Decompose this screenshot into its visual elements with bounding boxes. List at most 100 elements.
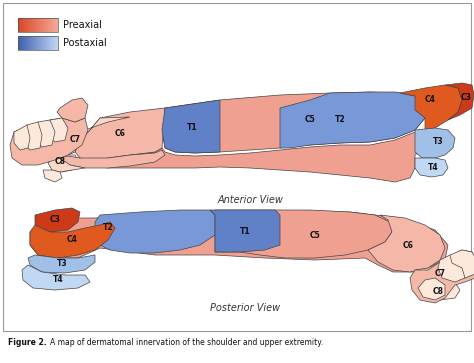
Bar — [36, 18, 37, 32]
Bar — [52, 36, 53, 50]
Bar — [29, 18, 30, 32]
Bar — [54, 36, 55, 50]
Text: C4: C4 — [66, 236, 77, 245]
Bar — [43, 36, 44, 50]
Polygon shape — [46, 118, 68, 142]
Bar — [35, 36, 36, 50]
Polygon shape — [162, 100, 220, 153]
Text: C8: C8 — [55, 158, 65, 167]
FancyBboxPatch shape — [3, 3, 471, 331]
Bar — [36, 36, 37, 50]
Polygon shape — [410, 250, 474, 303]
Bar — [44, 18, 45, 32]
Polygon shape — [210, 210, 280, 252]
Text: C3: C3 — [50, 216, 61, 224]
Bar — [48, 36, 49, 50]
Polygon shape — [280, 92, 425, 148]
Text: C8: C8 — [432, 287, 444, 297]
Text: T4: T4 — [428, 163, 438, 172]
Text: T4: T4 — [53, 276, 64, 285]
Text: T1: T1 — [187, 123, 197, 132]
Text: Preaxial: Preaxial — [63, 20, 102, 30]
Bar — [48, 18, 49, 32]
Bar — [32, 36, 33, 50]
Text: T3: T3 — [433, 138, 443, 147]
Bar — [24, 36, 25, 50]
Text: T2: T2 — [103, 224, 113, 232]
Bar — [41, 36, 42, 50]
Bar — [45, 36, 46, 50]
Bar — [26, 18, 27, 32]
Text: C5: C5 — [310, 231, 320, 240]
Bar — [29, 36, 30, 50]
Polygon shape — [95, 210, 215, 253]
Bar — [39, 36, 40, 50]
Bar — [22, 36, 23, 50]
Bar — [34, 18, 35, 32]
Polygon shape — [57, 98, 88, 122]
Polygon shape — [415, 258, 462, 285]
Bar — [55, 18, 56, 32]
Bar — [55, 36, 56, 50]
Bar — [20, 18, 21, 32]
Bar — [18, 36, 19, 50]
Bar — [22, 18, 23, 32]
Polygon shape — [48, 158, 85, 172]
Bar — [51, 18, 52, 32]
Polygon shape — [215, 210, 392, 258]
Polygon shape — [65, 130, 435, 182]
Bar — [25, 36, 26, 50]
Bar — [46, 18, 47, 32]
Bar — [23, 18, 24, 32]
Bar — [39, 18, 40, 32]
Text: C3: C3 — [461, 94, 472, 102]
Bar — [45, 18, 46, 32]
Polygon shape — [22, 122, 42, 150]
Bar — [38, 18, 39, 32]
Bar — [37, 36, 38, 50]
Polygon shape — [22, 265, 90, 290]
Bar — [40, 36, 41, 50]
Polygon shape — [33, 120, 55, 147]
Bar — [54, 18, 55, 32]
Polygon shape — [50, 152, 78, 172]
Text: C6: C6 — [402, 241, 413, 249]
Bar — [43, 18, 44, 32]
Bar — [51, 36, 52, 50]
Text: C5: C5 — [305, 115, 315, 125]
Polygon shape — [415, 128, 455, 158]
Polygon shape — [30, 212, 448, 280]
Bar — [47, 18, 48, 32]
Text: C6: C6 — [115, 129, 126, 138]
Text: C4: C4 — [425, 95, 436, 105]
Bar — [50, 18, 51, 32]
Bar — [40, 18, 41, 32]
Polygon shape — [75, 108, 165, 160]
Bar — [27, 36, 28, 50]
Bar — [33, 36, 34, 50]
Text: Figure 2.: Figure 2. — [8, 338, 46, 347]
Text: Anterior View: Anterior View — [217, 195, 283, 205]
Bar — [41, 18, 42, 32]
Polygon shape — [400, 85, 462, 130]
Bar — [28, 18, 29, 32]
Text: A map of dermatomal innervation of the shoulder and upper extremity.: A map of dermatomal innervation of the s… — [50, 338, 323, 347]
Text: Posterior View: Posterior View — [210, 303, 280, 313]
Bar — [25, 18, 26, 32]
Bar — [31, 18, 32, 32]
Bar — [21, 18, 22, 32]
Bar — [21, 36, 22, 50]
Text: C7: C7 — [70, 135, 81, 144]
Bar — [53, 36, 54, 50]
Polygon shape — [35, 208, 80, 232]
Polygon shape — [10, 118, 88, 165]
Bar — [42, 18, 43, 32]
Bar — [30, 36, 31, 50]
Bar — [32, 18, 33, 32]
Bar — [53, 18, 54, 32]
Polygon shape — [418, 278, 445, 300]
Bar — [18, 18, 58, 32]
Polygon shape — [438, 255, 468, 282]
Bar — [30, 18, 31, 32]
Bar — [34, 36, 35, 50]
